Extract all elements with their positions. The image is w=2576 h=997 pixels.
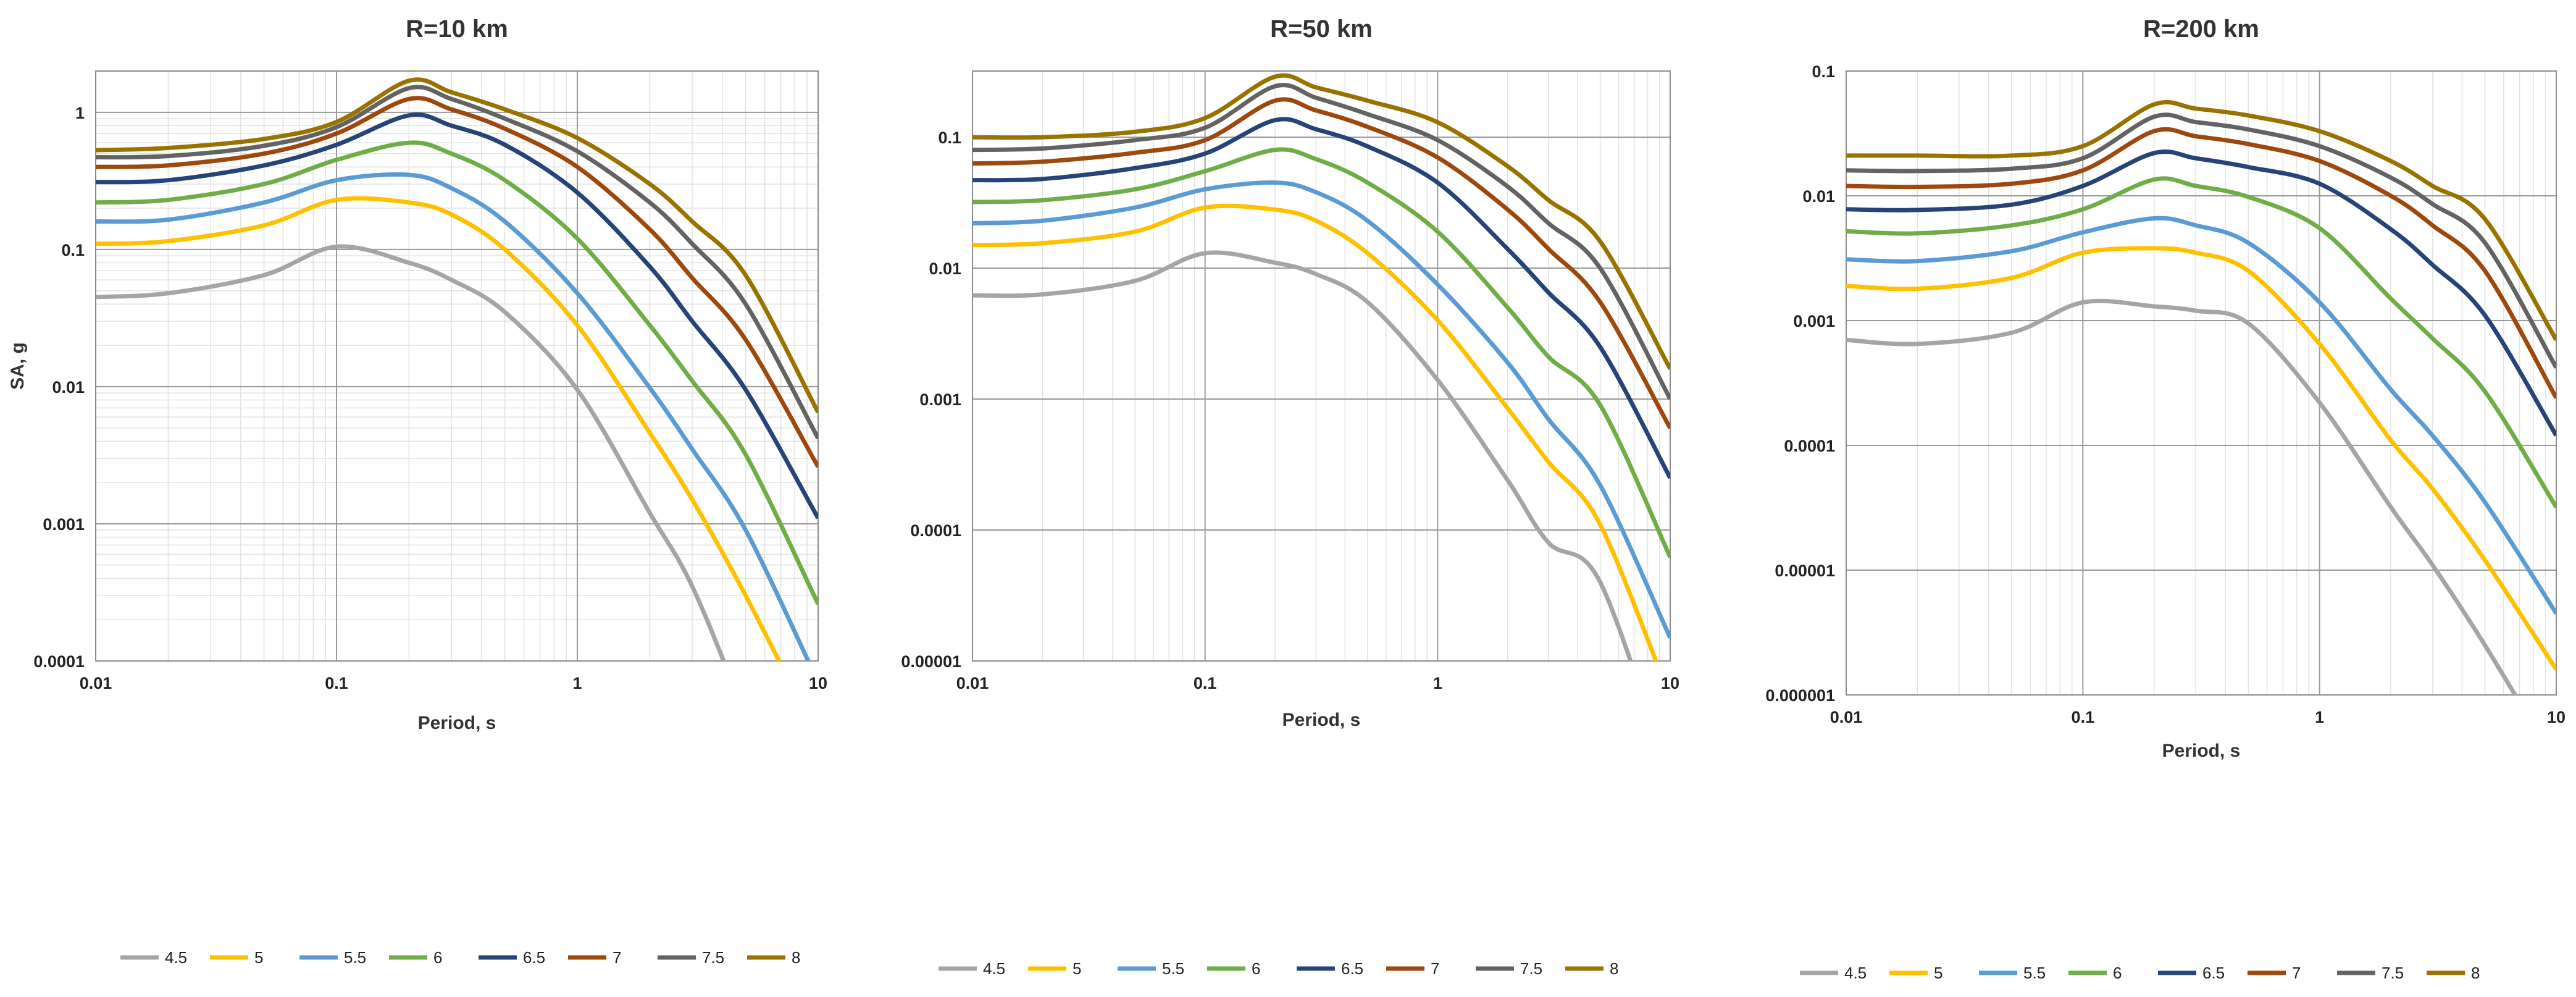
x-tick-label: 0.01 [1830,708,1863,726]
series-line-M6 [96,140,818,605]
y-tick-label: 0.001 [1793,312,1835,330]
legend-label: 5 [254,948,263,967]
series-line-M8 [972,73,1670,370]
y-tick-label: 0.01 [1802,187,1835,206]
chart-panel-1: R=10 km 0.01 0.1 1 10 0.0001 0.001 0.01 0.1 1 Peri… [7,15,827,967]
x-tick-label: 1 [1433,674,1442,692]
x-tick-label: 0.1 [325,674,348,692]
y-tick-label: 0.00001 [901,652,961,671]
x-tick-label: 10 [809,674,827,692]
x-tick-label: 0.1 [2072,708,2095,726]
series-line-M7.5 [1846,112,2556,369]
series-line-M8 [1846,99,2556,342]
y-tick-label: 0.01 [52,378,85,397]
legend-label: 4.5 [1844,964,1867,982]
plot-area [96,71,818,661]
x-tick-label: 0.01 [80,674,112,692]
plot-border [95,70,819,662]
series-group [96,77,818,661]
series-line-M7 [972,97,1670,429]
series-line-M4.5 [1846,298,2518,695]
x-tick-label: 10 [1661,674,1679,692]
series-line-M4.5 [972,250,1633,661]
y-tick-label: 0.000001 [1765,686,1835,705]
x-axis-label: Period, s [418,713,496,733]
y-tick-label: 0.001 [919,390,961,409]
legend-label: 7.5 [1520,959,1542,978]
series-line-M7.5 [972,83,1670,400]
series-line-M5 [1846,246,2556,671]
series-line-M7 [96,96,818,468]
legend-label: 7.5 [2382,964,2404,982]
x-tick-label: 0.01 [956,674,989,692]
y-tick-label: 0.1 [938,128,961,147]
series-line-M5.5 [96,172,811,661]
series-line-M4.5 [96,244,726,661]
y-tick-label: 0.1 [1812,62,1835,81]
y-tick-label: 0.0001 [910,521,961,540]
legend-label: 5.5 [1162,959,1184,978]
y-tick-label: 0.001 [43,515,85,534]
chart-title: R=200 km [2143,15,2259,43]
y-tick-label: 0.1 [61,241,85,259]
plot-area [972,71,1670,661]
legend-label: 6 [433,948,442,967]
legend-label: 6.5 [2202,964,2225,982]
legend-label: 6 [1252,959,1260,978]
series-line-M7 [1846,127,2556,399]
series-line-M5.5 [972,180,1670,639]
x-axis-label: Period, s [2162,741,2241,761]
legend-label: 7.5 [702,948,724,967]
x-tick-label: 1 [2315,708,2324,726]
chart-panel-3: R=200 km 0.01 0.1 1 10 0.000001 0.00001 0.0001 0… [1765,15,2566,982]
legend-label: 4.5 [983,959,1005,978]
series-line-M5.5 [1846,216,2556,615]
series-line-M6.5 [1846,149,2556,437]
plot-area [1846,71,2556,695]
y-tick-label: 0.0001 [1784,437,1835,455]
legend: 4.5 5 5.5 6 6.5 7 7.5 8 [939,959,1618,978]
series-line-M7.5 [96,85,818,440]
y-tick-label: 0.0001 [33,652,85,671]
chart-title: R=10 km [406,15,508,43]
series-line-M5 [972,203,1658,661]
legend-label: 7 [2292,964,2301,982]
series-line-M6 [972,147,1670,558]
legend-label: 7 [613,948,621,967]
x-tick-label: 10 [2547,708,2566,726]
x-tick-label: 0.1 [1194,674,1217,692]
legend-label: 8 [2471,964,2480,982]
legend: 4.5 5 5.5 6 6.5 7 7.5 8 [120,948,800,967]
series-group [1846,99,2556,695]
series-line-M6 [1846,176,2556,508]
legend-label: 8 [792,948,800,967]
legend: 4.5 5 5.5 6 6.5 7 7.5 8 [1800,964,2480,982]
legend-label: 6.5 [1341,959,1363,978]
series-line-M6.5 [96,112,818,520]
legend-label: 7 [1431,959,1439,978]
legend-label: 8 [1610,959,1618,978]
legend-label: 6.5 [523,948,545,967]
legend-label: 5 [1073,959,1081,978]
legend-label: 5.5 [2023,964,2046,982]
y-tick-label: 0.01 [929,259,961,278]
series-group [972,73,1670,661]
x-tick-label: 1 [572,674,582,692]
y-tick-label: 1 [75,104,85,122]
series-line-M8 [96,77,818,414]
legend-label: 5.5 [344,948,366,967]
legend-label: 6 [2113,964,2122,982]
x-axis-label: Period, s [1282,710,1361,730]
series-line-M5 [96,196,782,661]
series-line-M6.5 [972,117,1670,479]
y-axis-label: SA, g [7,342,28,390]
y-tick-label: 0.00001 [1775,562,1835,580]
chart-panel-2: R=50 km 0.01 0.1 1 10 0.00001 0.0001 0.001 0.01 0… [901,15,1679,978]
plot-border [1846,70,2557,696]
chart-title: R=50 km [1270,15,1373,43]
legend-label: 4.5 [165,948,187,967]
legend-label: 5 [1934,964,1942,982]
